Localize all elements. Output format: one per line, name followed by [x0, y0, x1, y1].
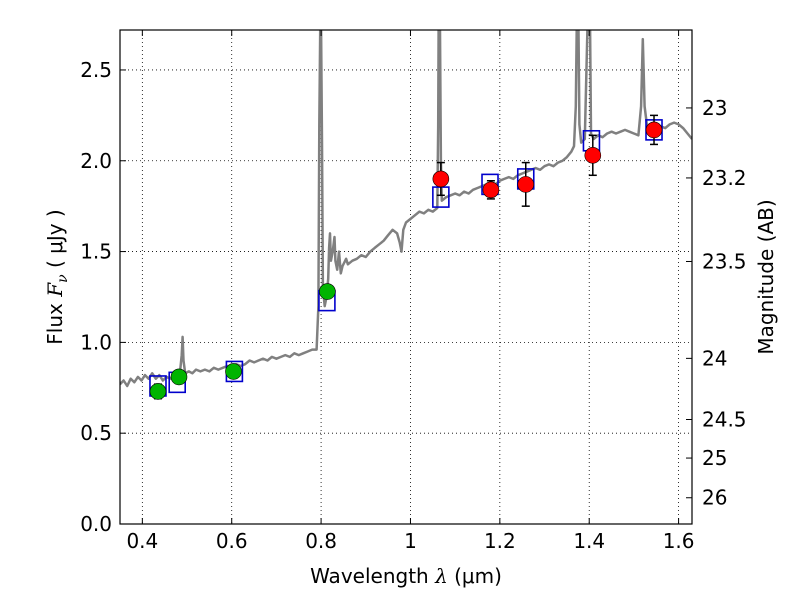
y-tick-label: 2.5 — [80, 58, 112, 82]
plot-background — [120, 30, 692, 524]
plot-frame — [119, 29, 693, 525]
y-tick-label: 2.0 — [80, 149, 112, 173]
observed-point — [432, 170, 450, 188]
tick-labels: 0.4 0.6 0.8 1 1.2 1.4 1.6 0.0 0.5 1.0 1.5 2.0 2.5 23 2… — [80, 58, 746, 553]
right-tick-label: 23.5 — [702, 249, 747, 273]
right-tick-label: 23 — [702, 96, 727, 120]
y-tick-label: 1.5 — [80, 240, 112, 264]
y-tick-label: 0.0 — [80, 512, 112, 536]
observed-point — [517, 176, 535, 193]
x-tick-label: 1 — [404, 529, 417, 553]
x-tick-label: 0.6 — [216, 529, 248, 553]
observed-point — [225, 363, 242, 380]
right-tick-label: 26 — [702, 486, 727, 510]
right-tick-label: 24 — [702, 346, 727, 370]
x-axis-title: Wavelength λ (μm) — [310, 564, 502, 588]
x-tick-label: 0.4 — [126, 529, 158, 553]
right-tick-label: 23.2 — [702, 166, 747, 190]
right-tick-label: 25 — [702, 446, 727, 470]
observed-point — [149, 383, 167, 400]
x-tick-label: 1.4 — [573, 529, 605, 553]
right-axis-title: Magnitude (AB) — [754, 199, 778, 354]
observed-point — [584, 147, 602, 164]
right-tick-label: 24.5 — [702, 407, 747, 431]
observed-point — [645, 121, 663, 139]
y-axis-title: Flux Fν ( μJy ) — [43, 209, 71, 344]
y-tick-label: 1.0 — [80, 330, 112, 354]
x-tick-label: 1.2 — [484, 529, 516, 553]
y-tick-label: 0.5 — [80, 421, 112, 445]
spectrum-line — [120, 30, 692, 388]
observed-point — [319, 283, 336, 300]
observed-point — [482, 181, 500, 199]
x-tick-label: 1.6 — [663, 529, 695, 553]
x-tick-label: 0.8 — [305, 529, 337, 553]
observed-point — [170, 368, 188, 386]
axis-ticks — [120, 30, 692, 525]
